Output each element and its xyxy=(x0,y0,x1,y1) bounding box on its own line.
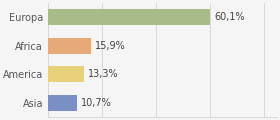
Bar xyxy=(48,66,84,82)
Bar xyxy=(48,9,210,25)
Text: 13,3%: 13,3% xyxy=(88,69,118,79)
Text: 15,9%: 15,9% xyxy=(95,41,126,51)
Bar xyxy=(48,38,91,54)
Text: 10,7%: 10,7% xyxy=(81,98,111,108)
Text: 60,1%: 60,1% xyxy=(214,12,245,22)
Bar xyxy=(48,95,77,111)
